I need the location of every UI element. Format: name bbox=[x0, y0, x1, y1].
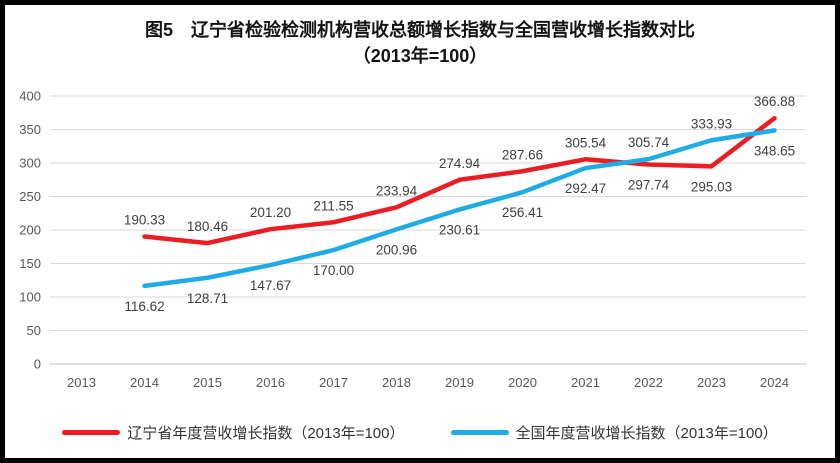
x-tick-label: 2018 bbox=[382, 375, 411, 390]
x-tick-label: 2014 bbox=[130, 375, 159, 390]
data-label: 366.88 bbox=[754, 94, 795, 109]
y-tick-label: 350 bbox=[19, 122, 41, 137]
chart-title-line2: （2013年=100） bbox=[352, 45, 488, 66]
data-label: 180.46 bbox=[187, 219, 228, 234]
legend-item-liaoning: 辽宁省年度营收增长指数（2013年=100） bbox=[62, 422, 405, 443]
x-tick-label: 2016 bbox=[256, 375, 285, 390]
line-chart-plot: 0 50 100 150 200 250 300 350 400 2013 2014 2015 2016… bbox=[19, 89, 806, 390]
x-tick-label: 2022 bbox=[634, 375, 663, 390]
legend-line-swatch-blue bbox=[450, 430, 509, 435]
x-tick-label: 2015 bbox=[193, 375, 222, 390]
data-label: 287.66 bbox=[502, 147, 543, 162]
x-tick-label: 2017 bbox=[319, 375, 348, 390]
data-label: 348.65 bbox=[754, 143, 795, 158]
chart-legend: 辽宁省年度营收增长指数（2013年=100） 全国年度营收增长指数（2013年=… bbox=[5, 422, 835, 443]
x-tick-label: 2020 bbox=[508, 375, 537, 390]
legend-label-national: 全国年度营收增长指数（2013年=100） bbox=[515, 425, 778, 442]
data-label: 333.93 bbox=[691, 116, 732, 131]
data-label: 201.20 bbox=[250, 205, 291, 220]
x-tick-label: 2023 bbox=[697, 375, 726, 390]
data-label: 305.54 bbox=[565, 135, 607, 150]
data-label: 190.33 bbox=[124, 212, 165, 227]
y-tick-label: 250 bbox=[19, 189, 41, 204]
data-label: 295.03 bbox=[691, 179, 732, 194]
data-label: 211.55 bbox=[313, 198, 353, 213]
x-tick-label: 2013 bbox=[67, 375, 96, 390]
data-label: 200.96 bbox=[376, 242, 417, 257]
x-tick-label: 2021 bbox=[571, 375, 600, 390]
data-label: 305.74 bbox=[628, 135, 670, 150]
y-tick-label: 50 bbox=[27, 323, 41, 338]
y-tick-label: 100 bbox=[19, 290, 41, 305]
chart-title-line1: 图5 辽宁省检验检测机构营收总额增长指数与全国营收增长指数对比 bbox=[144, 20, 695, 40]
data-label: 128.71 bbox=[187, 291, 228, 306]
legend-item-national: 全国年度营收增长指数（2013年=100） bbox=[450, 422, 778, 443]
y-tick-label: 200 bbox=[19, 223, 41, 238]
x-tick-label: 2019 bbox=[445, 375, 474, 390]
series-line-1 bbox=[142, 128, 777, 289]
x-tick-label: 2024 bbox=[760, 375, 789, 390]
y-tick-label: 150 bbox=[19, 256, 41, 271]
data-label: 147.67 bbox=[250, 278, 291, 293]
data-label: 274.94 bbox=[439, 156, 481, 171]
data-label: 230.61 bbox=[439, 222, 480, 237]
y-tick-label: 300 bbox=[19, 156, 41, 171]
data-label: 256.41 bbox=[502, 205, 543, 220]
data-label: 292.47 bbox=[565, 181, 606, 196]
legend-line-swatch-red bbox=[62, 430, 121, 435]
data-label: 170.00 bbox=[313, 263, 354, 278]
y-tick-label: 400 bbox=[19, 89, 41, 104]
series-line-0 bbox=[142, 115, 777, 246]
data-label: 233.94 bbox=[376, 183, 418, 198]
legend-label-liaoning: 辽宁省年度营收增长指数（2013年=100） bbox=[127, 425, 405, 442]
data-label: 116.62 bbox=[124, 299, 164, 314]
data-label: 297.74 bbox=[628, 178, 670, 193]
y-tick-label: 0 bbox=[34, 357, 41, 372]
chart-title: 图5 辽宁省检验检测机构营收总额增长指数与全国营收增长指数对比 （2013年=1… bbox=[5, 18, 835, 69]
